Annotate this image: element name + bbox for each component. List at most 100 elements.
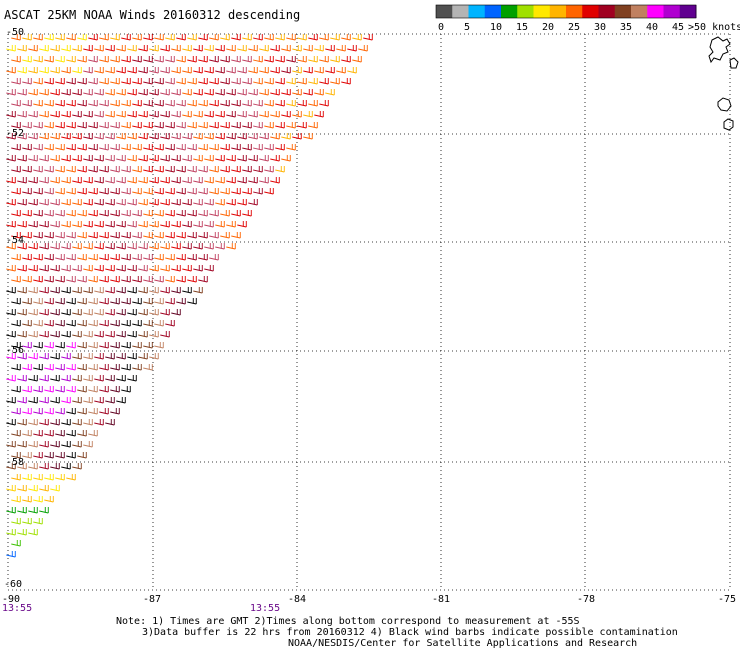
- wind-barb: [116, 397, 126, 404]
- wind-barb: [88, 34, 98, 41]
- wind-barb: [275, 78, 285, 85]
- wind-barb: [264, 78, 274, 85]
- wind-speed-legend: 0 5 10 15 20 25 30 35 40 45 >50 knots: [435, 4, 740, 33]
- wind-barb: [171, 221, 181, 228]
- wind-barb: [127, 155, 137, 162]
- wind-barb: [50, 199, 60, 206]
- wind-barb: [55, 122, 65, 129]
- wind-barb: [264, 122, 274, 129]
- wind-barb: [33, 364, 43, 371]
- wind-barb: [116, 353, 126, 360]
- wind-barb: [77, 210, 87, 217]
- wind-barb: [160, 155, 170, 162]
- wind-barb: [182, 265, 192, 272]
- wind-barb: [231, 210, 241, 217]
- wind-barb: [149, 243, 159, 250]
- wind-barb: [110, 408, 120, 415]
- wind-barb: [303, 89, 313, 96]
- wind-barb: [99, 34, 109, 41]
- wind-barb: [193, 265, 203, 272]
- wind-barb: [297, 78, 307, 85]
- wind-barb: [143, 254, 153, 261]
- wind-barb: [187, 232, 197, 239]
- wind-barb: [336, 45, 346, 52]
- wind-barb: [193, 133, 203, 140]
- wind-barb: [193, 111, 203, 118]
- wind-barb: [127, 177, 137, 184]
- wind-barb: [44, 452, 54, 459]
- wind-barb: [66, 210, 76, 217]
- wind-barb: [50, 265, 60, 272]
- wind-barb: [138, 221, 148, 228]
- wind-barb: [105, 89, 115, 96]
- wind-barb: [83, 133, 93, 140]
- wind-barb: [44, 100, 54, 107]
- wind-barb: [28, 199, 38, 206]
- wind-barb: [138, 177, 148, 184]
- wind-barb: [193, 155, 203, 162]
- wind-barb: [270, 155, 280, 162]
- wind-barb: [308, 56, 318, 63]
- wind-barb: [248, 177, 258, 184]
- wind-barb: [50, 155, 60, 162]
- wind-barb: [242, 34, 252, 41]
- wind-barb: [132, 166, 142, 173]
- wind-barb: [308, 78, 318, 85]
- wind-barb: [275, 34, 285, 41]
- wind-barb: [33, 144, 43, 151]
- wind-barb: [242, 188, 252, 195]
- wind-barb: [77, 144, 87, 151]
- wind-barb: [77, 364, 87, 371]
- wind-barb: [270, 133, 280, 140]
- wind-barb: [171, 67, 181, 74]
- wind-barb: [28, 287, 38, 294]
- wind-barb: [286, 78, 296, 85]
- wind-barb: [22, 78, 32, 85]
- wind-barb: [72, 155, 82, 162]
- wind-barb: [209, 56, 219, 63]
- wind-barb: [88, 364, 98, 371]
- wind-barb: [171, 177, 181, 184]
- wind-barb: [88, 298, 98, 305]
- wind-barb: [198, 166, 208, 173]
- wind-barb: [6, 67, 16, 74]
- wind-barb: [17, 221, 27, 228]
- wind-barb: [303, 111, 313, 118]
- wind-barb: [275, 144, 285, 151]
- wind-barb: [110, 166, 120, 173]
- wind-barb: [94, 155, 104, 162]
- wind-barb: [292, 89, 302, 96]
- wind-barb: [193, 89, 203, 96]
- wind-barb: [33, 232, 43, 239]
- wind-barb: [55, 232, 65, 239]
- wind-barb: [44, 496, 54, 503]
- wind-barb: [110, 320, 120, 327]
- wind-barb: [66, 122, 76, 129]
- wind-barb: [28, 353, 38, 360]
- wind-barb: [121, 188, 131, 195]
- wind-barb: [61, 133, 71, 140]
- wind-barb: [99, 298, 109, 305]
- wind-barb: [176, 122, 186, 129]
- wind-barb: [198, 122, 208, 129]
- wind-barb: [33, 496, 43, 503]
- wind-barb: [17, 45, 27, 52]
- wind-barb: [220, 232, 230, 239]
- wind-barb: [149, 221, 159, 228]
- wind-barb: [253, 100, 263, 107]
- wind-barb: [165, 100, 175, 107]
- wind-barb: [171, 265, 181, 272]
- wind-barb: [83, 199, 93, 206]
- wind-barb: [44, 386, 54, 393]
- wind-barb: [198, 276, 208, 283]
- wind-barb: [72, 353, 82, 360]
- wind-barb: [11, 364, 21, 371]
- wind-barb: [22, 144, 32, 151]
- wind-barb: [94, 287, 104, 294]
- wind-barb: [105, 265, 115, 272]
- wind-barb: [143, 276, 153, 283]
- wind-barb: [39, 441, 49, 448]
- wind-barb: [105, 419, 115, 426]
- wind-barb: [165, 166, 175, 173]
- wind-barb: [198, 34, 208, 41]
